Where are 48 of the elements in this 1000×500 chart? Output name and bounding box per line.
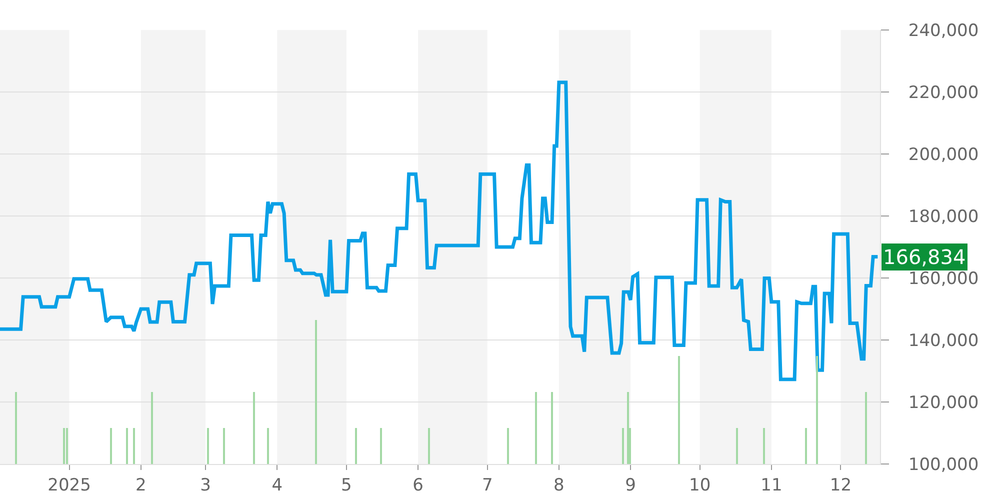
bar bbox=[253, 392, 255, 464]
bar bbox=[736, 428, 738, 464]
bar bbox=[535, 392, 537, 464]
bar bbox=[355, 428, 357, 464]
bar bbox=[622, 428, 624, 464]
bar bbox=[63, 428, 65, 464]
bar bbox=[315, 320, 317, 464]
x-tick-label: 6 bbox=[412, 475, 424, 496]
x-tick-label: 2 bbox=[135, 475, 146, 496]
x-tick-label: 11 bbox=[760, 475, 782, 496]
x-tick-label: 2025 bbox=[48, 475, 91, 496]
annotation: 166,834 bbox=[883, 245, 966, 269]
bar bbox=[380, 428, 382, 464]
x-tick-label: 3 bbox=[200, 475, 211, 496]
bar bbox=[126, 428, 128, 464]
bar bbox=[267, 428, 269, 464]
y-tick-label: 100,000 bbox=[908, 454, 979, 475]
x-tick-label: 10 bbox=[689, 475, 711, 496]
bar bbox=[428, 428, 430, 464]
bar bbox=[805, 428, 807, 464]
x-tick-label: 5 bbox=[341, 475, 352, 496]
x-tick-label: 4 bbox=[272, 475, 283, 496]
bar bbox=[763, 428, 765, 464]
x-tick-label: 8 bbox=[554, 475, 564, 496]
y-tick-label: 120,000 bbox=[908, 392, 979, 413]
bar bbox=[15, 392, 17, 464]
bar bbox=[66, 428, 68, 464]
line-series bbox=[0, 80, 880, 382]
y-tick-label: 160,000 bbox=[908, 268, 979, 289]
bar bbox=[865, 392, 867, 464]
y-tick-label: 200,000 bbox=[908, 144, 979, 165]
x-tick-label: 9 bbox=[625, 475, 636, 496]
bar bbox=[133, 428, 135, 464]
y-tick-label: 240,000 bbox=[908, 20, 979, 41]
bar bbox=[223, 428, 225, 464]
y-tick-label: 180,000 bbox=[908, 206, 979, 227]
y-tick-label: 140,000 bbox=[908, 330, 979, 351]
bar bbox=[816, 356, 818, 464]
bar bbox=[507, 428, 509, 464]
bar bbox=[627, 392, 629, 464]
bar bbox=[151, 392, 153, 464]
bar bbox=[551, 392, 553, 464]
y-tick-label: 220,000 bbox=[908, 82, 979, 103]
x-tick-label: 12 bbox=[830, 475, 852, 496]
bar bbox=[678, 356, 680, 464]
bar bbox=[110, 428, 112, 464]
x-tick-label: 7 bbox=[482, 475, 493, 496]
bar bbox=[207, 428, 209, 464]
